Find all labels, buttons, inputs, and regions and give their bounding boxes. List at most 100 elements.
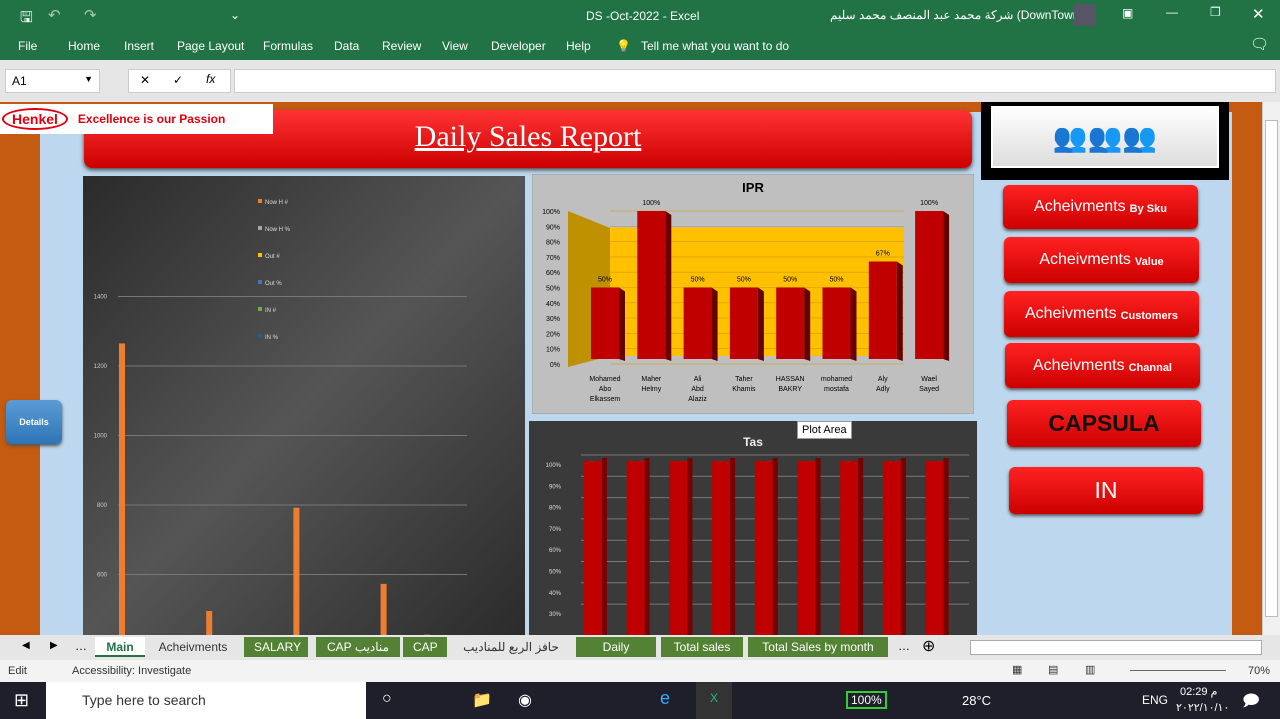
horizontal-scrollbar[interactable] bbox=[970, 640, 1262, 655]
y-tick-label: 30% bbox=[546, 316, 560, 323]
edge-icon[interactable]: e bbox=[660, 688, 671, 708]
bar bbox=[840, 461, 859, 635]
tab-page-layout[interactable]: Page Layout bbox=[177, 39, 245, 53]
formula-input[interactable] bbox=[234, 69, 1276, 93]
x-tick-label: Ali bbox=[694, 376, 702, 383]
chart-title: IPR bbox=[742, 180, 764, 195]
clock-date[interactable]: ٢٠٢٢/١٠/١٠ bbox=[1176, 702, 1230, 714]
sheet-tab[interactable]: CAP bbox=[403, 637, 447, 657]
zoom-slider[interactable] bbox=[1130, 670, 1226, 671]
button-label: Acheivments bbox=[1034, 198, 1126, 215]
sheet-tab[interactable]: Total Sales by month bbox=[748, 637, 888, 657]
y-tick-label: 50% bbox=[549, 570, 562, 576]
page-layout-view-icon[interactable]: ▤ bbox=[1048, 664, 1059, 676]
acheivments-customers-button[interactable]: Acheivments Customers bbox=[1004, 291, 1199, 337]
formula-bar: A1 ▼ ✕ ✓ fx bbox=[0, 60, 1280, 102]
ipr-chart[interactable]: IPR 0% 10% 20% 30% 40% 50% 60% 70% 80% 90% 100% 50% M… bbox=[532, 174, 974, 414]
bar-side bbox=[943, 211, 950, 361]
close-icon[interactable]: ✕ bbox=[1252, 6, 1265, 23]
tab-help[interactable]: Help bbox=[566, 39, 591, 53]
tab-formulas[interactable]: Formulas bbox=[263, 39, 314, 53]
sheet-tab[interactable]: Acheivments bbox=[158, 640, 228, 654]
sheet-tab[interactable]: Daily Sales bbox=[576, 637, 656, 674]
battery-indicator[interactable]: 100% bbox=[846, 691, 887, 709]
cancel-icon[interactable]: ✕ bbox=[140, 73, 151, 87]
bar bbox=[683, 287, 712, 359]
sheet-tab[interactable]: حافز الربع للمناديب bbox=[463, 640, 559, 654]
bar-side bbox=[644, 458, 650, 635]
language[interactable]: ENG bbox=[1142, 693, 1169, 707]
save-icon[interactable]: 🖫 bbox=[20, 9, 33, 26]
in-button[interactable]: IN bbox=[1009, 467, 1203, 514]
y-tick-label: 80% bbox=[546, 240, 560, 247]
sheet-tabs-bar: ◀ ▶ … Main Acheivments SALARY CAP مناديب CAP… bbox=[0, 635, 1280, 674]
name-box-value: A1 bbox=[12, 74, 27, 88]
undo-icon[interactable]: ↶ bbox=[48, 7, 61, 24]
scroll-tabs-left-icon[interactable]: ◀ bbox=[22, 640, 30, 651]
bar bbox=[729, 287, 758, 359]
acheivments-by-sku-button[interactable]: Acheivments By Sku bbox=[1003, 185, 1198, 229]
capsula-button[interactable]: CAPSULA bbox=[1007, 400, 1201, 447]
accessibility-status[interactable]: Accessibility: Investigate bbox=[72, 665, 192, 677]
meeting-image: 👥👥👥 bbox=[981, 102, 1229, 180]
legend-label: Now H # bbox=[265, 200, 289, 206]
tab-data[interactable]: Data bbox=[334, 39, 360, 53]
tab-developer[interactable]: Developer bbox=[491, 39, 546, 53]
windows-start-icon[interactable]: ⊞ bbox=[14, 690, 30, 710]
acheivments-channal-button[interactable]: Acheivments Channal bbox=[1005, 343, 1200, 388]
legend-label: IN # bbox=[265, 308, 277, 314]
minimize-icon[interactable]: — bbox=[1166, 5, 1178, 19]
enter-icon[interactable]: ✓ bbox=[173, 73, 184, 87]
data-label: 100% bbox=[642, 200, 660, 207]
comments-icon[interactable]: 🗨 bbox=[1250, 36, 1270, 53]
cortana-icon[interactable]: ○ bbox=[382, 690, 392, 707]
bar-side bbox=[804, 287, 811, 361]
normal-view-icon[interactable]: ▦ bbox=[1012, 664, 1023, 676]
sheet-tab[interactable]: CAP مناديب bbox=[316, 637, 400, 657]
more-tabs-left[interactable]: … bbox=[75, 639, 87, 653]
zoom-level[interactable]: 70% bbox=[1248, 665, 1271, 677]
bar bbox=[925, 461, 944, 635]
tab-review[interactable]: Review bbox=[382, 39, 422, 53]
tab-home[interactable]: Home bbox=[68, 39, 101, 53]
add-sheet-icon[interactable]: ⊕ bbox=[922, 638, 936, 655]
clock-time[interactable]: 02:29 م bbox=[1180, 686, 1218, 698]
restore-icon[interactable]: ❐ bbox=[1210, 5, 1221, 19]
chrome-icon[interactable]: ◉ bbox=[518, 692, 532, 709]
y-tick-label: 0% bbox=[550, 362, 560, 369]
acheivments-value-button[interactable]: Acheivments Value bbox=[1004, 237, 1199, 283]
more-tabs-right[interactable]: … bbox=[898, 639, 910, 653]
excel-icon[interactable]: X bbox=[696, 682, 732, 719]
scroll-tabs-right-icon[interactable]: ▶ bbox=[50, 640, 58, 651]
sheet-tab[interactable]: Total sales bbox=[661, 637, 743, 657]
sales-counts-chart[interactable]: 200400600800100012001400Now H #Now H %Ou… bbox=[83, 176, 525, 635]
page-break-view-icon[interactable]: ▥ bbox=[1085, 664, 1096, 676]
y-tick-label: 60% bbox=[549, 548, 562, 554]
avatar[interactable] bbox=[1074, 4, 1096, 26]
data-label: 50% bbox=[829, 277, 843, 284]
name-box[interactable]: A1 ▼ bbox=[5, 69, 100, 93]
ribbon-display-icon[interactable]: ▣ bbox=[1122, 6, 1134, 20]
sheet-tab[interactable]: SALARY bbox=[244, 637, 308, 657]
weather[interactable]: 28°C bbox=[962, 693, 992, 708]
tas-chart[interactable]: Tas 30% 40% 50% 60% 70% 80% 90% 100% bbox=[529, 421, 977, 635]
redo-icon[interactable]: ↷ bbox=[84, 7, 97, 24]
tell-me-search[interactable]: Tell me what you want to do bbox=[641, 39, 790, 53]
tab-insert[interactable]: Insert bbox=[124, 39, 155, 53]
details-button[interactable]: Details bbox=[6, 400, 62, 444]
account-name[interactable]: شركة محمد عبد المنصف محمد سليم (DownTown… bbox=[830, 8, 1084, 22]
sheet-tab[interactable]: Main bbox=[95, 637, 145, 657]
worksheet[interactable]: Daily Sales Report Henkel Excellence is … bbox=[0, 102, 1262, 635]
customize-toolbar-icon[interactable]: ⌄ bbox=[230, 8, 241, 22]
insert-function-icon[interactable]: fx bbox=[206, 72, 216, 86]
notifications-icon[interactable]: 🗩 bbox=[1242, 693, 1260, 710]
tab-file[interactable]: File bbox=[18, 39, 38, 53]
y-tick-label: 70% bbox=[546, 255, 560, 262]
taskbar-search[interactable]: Type here to search bbox=[46, 682, 366, 719]
report-title-banner: Daily Sales Report bbox=[84, 110, 972, 168]
vertical-scrollbar[interactable] bbox=[1262, 102, 1280, 635]
y-tick-label: 100% bbox=[546, 463, 562, 469]
tab-view[interactable]: View bbox=[442, 39, 468, 53]
file-explorer-icon[interactable]: 📁 bbox=[472, 692, 492, 709]
legend-swatch bbox=[258, 307, 262, 311]
